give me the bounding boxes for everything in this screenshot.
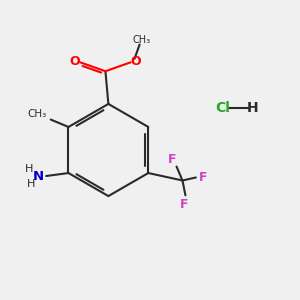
Text: O: O bbox=[131, 55, 141, 68]
Text: F: F bbox=[199, 171, 208, 184]
Text: CH₃: CH₃ bbox=[28, 109, 47, 118]
Text: F: F bbox=[180, 198, 188, 211]
Text: H: H bbox=[247, 101, 258, 116]
Text: O: O bbox=[70, 55, 80, 68]
Text: H: H bbox=[25, 164, 33, 175]
Text: CH₃: CH₃ bbox=[132, 35, 150, 45]
Text: N: N bbox=[32, 169, 44, 182]
Text: F: F bbox=[168, 153, 176, 166]
Text: H: H bbox=[27, 179, 35, 189]
Text: Cl: Cl bbox=[215, 101, 230, 116]
